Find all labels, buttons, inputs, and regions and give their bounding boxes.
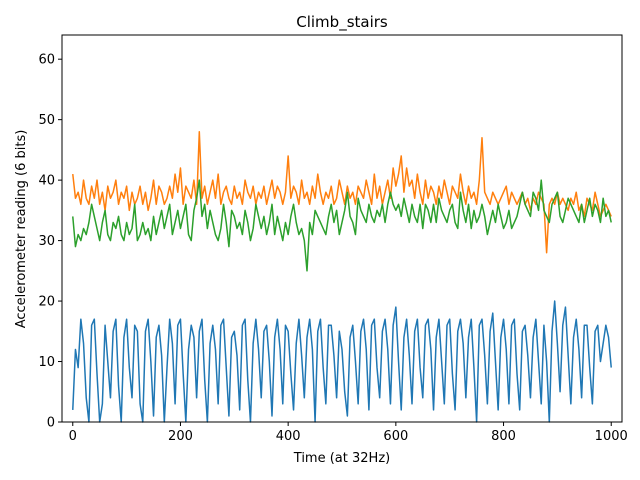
y-axis: 0 10 20 30 40 50 60 [38, 53, 62, 431]
y-tick-label: 10 [38, 355, 55, 370]
y-tick-label: 50 [38, 113, 55, 128]
y-tick-label: 20 [38, 295, 55, 310]
series-line-3 [72, 179, 612, 272]
y-tick-label: 40 [38, 174, 55, 189]
series-line-1 [72, 300, 612, 423]
y-tick-label: 60 [38, 53, 55, 68]
plot-frame [61, 34, 623, 423]
x-tick-label: 1000 [595, 429, 628, 444]
series-layer [72, 131, 612, 423]
x-tick-label: 800 [491, 429, 516, 444]
x-tick-label: 400 [276, 429, 301, 444]
x-tick-label: 0 [69, 429, 77, 444]
x-axis: 0 200 400 600 800 1000 [69, 422, 628, 444]
x-tick-label: 600 [383, 429, 408, 444]
chart-title: Climb_stairs [296, 13, 388, 32]
x-axis-label: Time (at 32Hz) [293, 451, 390, 466]
x-tick-label: 200 [168, 429, 193, 444]
y-axis-label: Accelerometer reading (6 bits) [14, 130, 29, 329]
y-tick-label: 0 [47, 416, 55, 431]
y-tick-label: 30 [38, 234, 55, 249]
